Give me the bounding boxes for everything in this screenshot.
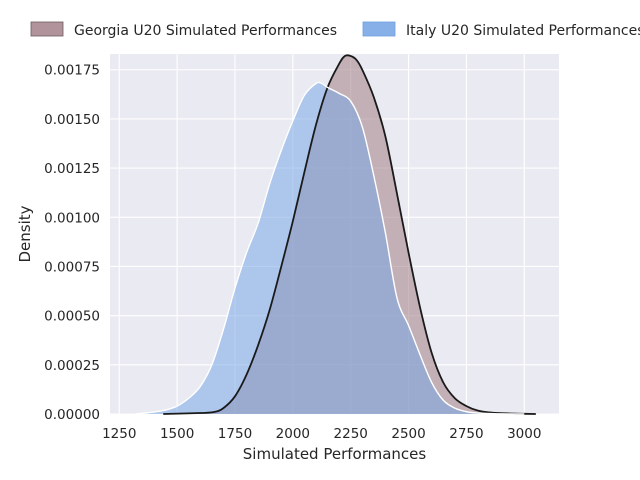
y-tick-label: 0.00150 [44, 112, 100, 128]
x-tick-label: 1750 [218, 426, 252, 442]
x-tick-label: 3000 [507, 426, 541, 442]
y-tick-label: 0.00100 [44, 210, 100, 226]
density-areas [135, 54, 536, 415]
y-tick-label: 0.00025 [44, 358, 100, 374]
y-tick-label: 0.00075 [44, 259, 100, 275]
y-tick-label: 0.00175 [44, 63, 100, 79]
x-tick-label: 1250 [102, 426, 136, 442]
density-line-italy [135, 81, 525, 415]
legend-label-georgia: Georgia U20 Simulated Performances [74, 23, 337, 39]
x-tick-labels: 1250 1500 1750 2000 2250 2500 2750 3000 [102, 426, 541, 442]
y-tick-label: 0.00000 [44, 407, 100, 423]
legend-label-italy: Italy U20 Simulated Performances [406, 23, 640, 39]
y-tick-label: 0.00050 [44, 309, 100, 325]
x-tick-label: 2000 [276, 426, 310, 442]
x-axis-label: Simulated Performances [243, 445, 427, 463]
y-tick-label: 0.00125 [44, 161, 100, 177]
density-area-italy [135, 82, 525, 415]
legend-swatch-georgia [30, 21, 64, 37]
x-tick-label: 2500 [391, 426, 425, 442]
x-tick-label: 2250 [334, 426, 368, 442]
x-tick-label: 1500 [160, 426, 194, 442]
legend: Georgia U20 Simulated Performances Italy… [30, 21, 640, 39]
legend-swatch-italy [362, 21, 396, 37]
x-tick-label: 2750 [449, 426, 483, 442]
density-line-georgia [163, 54, 536, 415]
y-tick-labels: 0.00000 0.00025 0.00050 0.00075 0.00100 0.001… [44, 63, 100, 423]
y-axis-label: Density [16, 205, 34, 262]
